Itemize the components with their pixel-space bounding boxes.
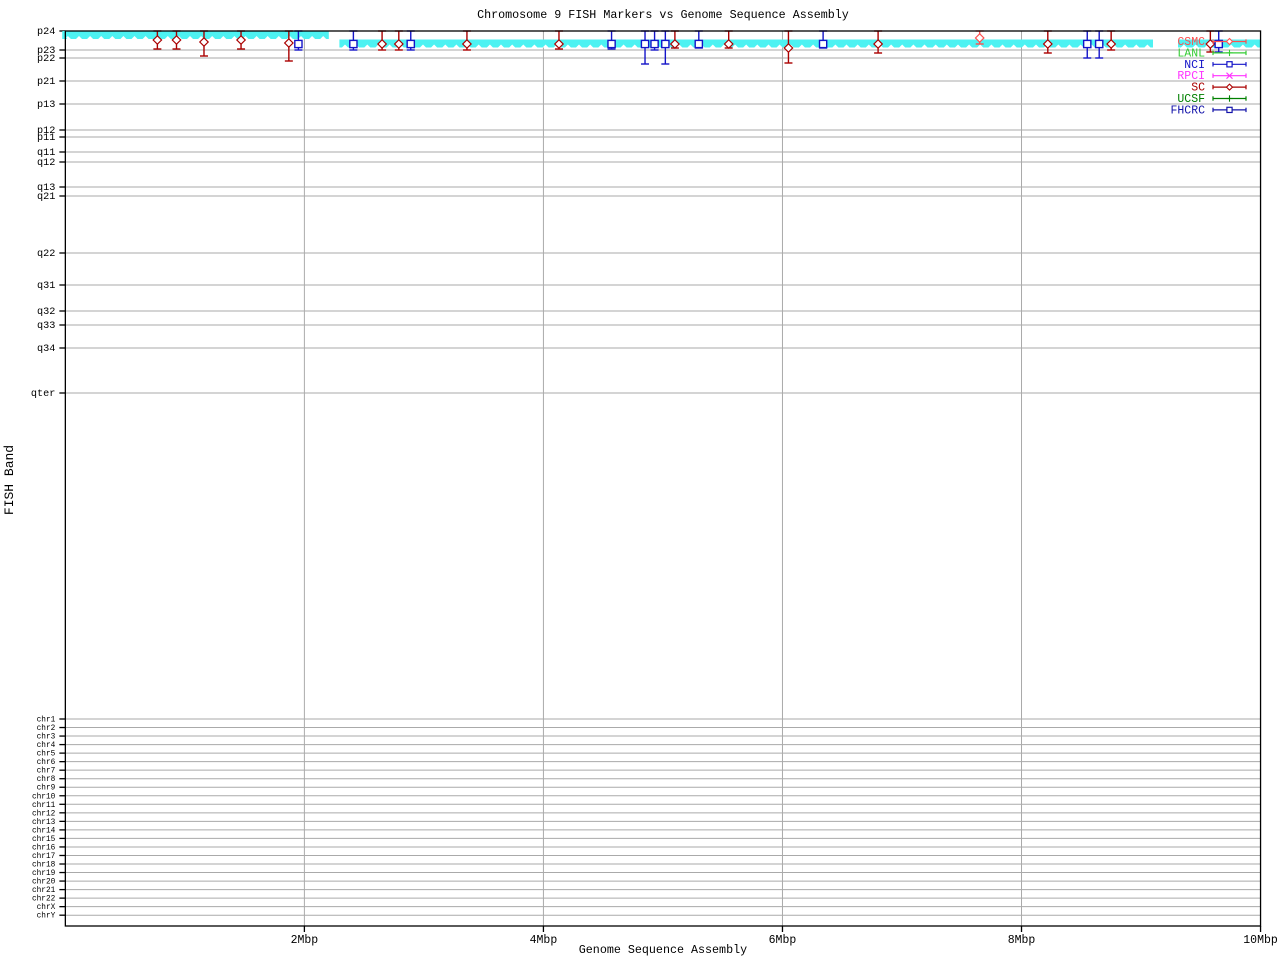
svg-text:q31: q31 [37,281,55,292]
svg-text:p11: p11 [37,133,55,144]
svg-text:q22: q22 [37,249,55,260]
svg-text:chr15: chr15 [32,836,56,844]
svg-text:Genome Sequence Assembly: Genome Sequence Assembly [579,943,747,957]
svg-text:chr18: chr18 [32,862,56,870]
svg-text:chr7: chr7 [37,768,56,776]
svg-text:q34: q34 [37,344,55,355]
svg-text:6Mbp: 6Mbp [769,934,797,947]
svg-text:p24: p24 [37,27,55,38]
svg-text:chr22: chr22 [32,896,56,904]
svg-text:chr2: chr2 [37,725,56,733]
svg-text:chr8: chr8 [37,776,56,784]
svg-text:10Mbp: 10Mbp [1243,934,1278,947]
svg-text:chrX: chrX [37,904,56,912]
svg-text:chr17: chr17 [32,853,56,861]
svg-text:q32: q32 [37,307,55,318]
svg-text:q12: q12 [37,158,55,169]
svg-text:4Mbp: 4Mbp [530,934,558,947]
svg-text:8Mbp: 8Mbp [1008,934,1036,947]
svg-text:q33: q33 [37,321,55,332]
svg-text:q21: q21 [37,192,55,203]
svg-text:Chromosome 9 FISH Markers vs G: Chromosome 9 FISH Markers vs Genome Sequ… [477,8,849,22]
svg-text:chr21: chr21 [32,887,56,895]
svg-text:chr3: chr3 [37,734,56,742]
svg-text:2Mbp: 2Mbp [291,934,319,947]
svg-text:p21: p21 [37,77,55,88]
svg-text:chr1: chr1 [37,717,56,725]
svg-text:chr20: chr20 [32,879,56,887]
svg-text:chr14: chr14 [32,827,56,835]
svg-text:chrY: chrY [37,913,56,921]
svg-text:p13: p13 [37,100,55,111]
svg-text:FHCRC: FHCRC [1170,104,1205,117]
svg-text:p22: p22 [37,54,55,65]
svg-text:chr12: chr12 [32,810,56,818]
svg-text:chr4: chr4 [37,742,56,750]
svg-text:chr16: chr16 [32,844,56,852]
svg-text:chr5: chr5 [37,751,56,759]
svg-text:chr9: chr9 [37,785,56,793]
svg-text:chr13: chr13 [32,819,56,827]
svg-text:FISH Band: FISH Band [2,445,17,515]
svg-text:qter: qter [31,389,55,400]
svg-text:chr6: chr6 [37,759,56,767]
svg-text:chr10: chr10 [32,793,56,801]
svg-text:chr11: chr11 [32,802,56,810]
svg-text:chr19: chr19 [32,870,56,878]
